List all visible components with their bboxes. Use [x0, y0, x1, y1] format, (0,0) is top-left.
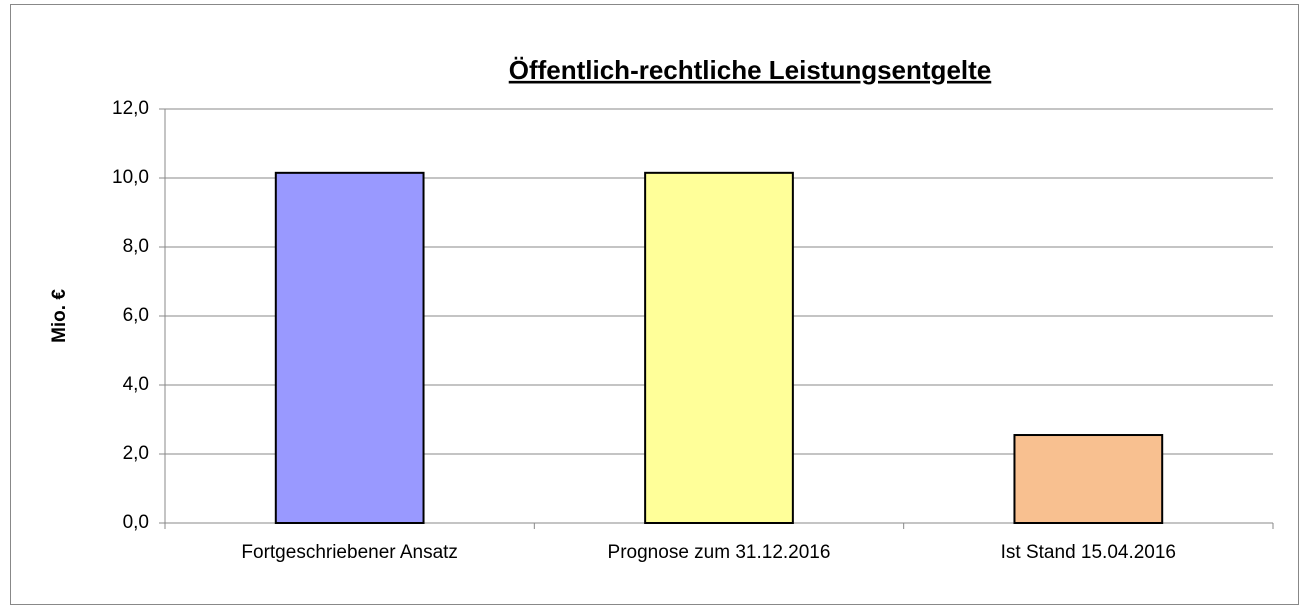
y-tick-label: 0,0: [123, 512, 149, 533]
y-tick-label: 6,0: [123, 305, 149, 326]
y-tick-label: 8,0: [123, 236, 149, 257]
x-tick-label: Ist Stand 15.04.2016: [1001, 542, 1176, 563]
y-tick-label: 10,0: [112, 167, 149, 188]
y-tick-label: 12,0: [112, 98, 149, 119]
bar: [1013, 434, 1164, 524]
chart-title: Öffentlich-rechtliche Leistungsentgelte: [509, 55, 992, 85]
bar: [274, 171, 425, 524]
x-tick-label: Fortgeschriebener Ansatz: [241, 542, 458, 563]
bar: [644, 171, 794, 524]
y-axis-label: Mio. €: [49, 289, 70, 343]
y-tick-label: 2,0: [123, 443, 149, 464]
y-tick-label: 4,0: [123, 374, 149, 395]
x-tick-label: Prognose zum 31.12.2016: [608, 542, 831, 563]
